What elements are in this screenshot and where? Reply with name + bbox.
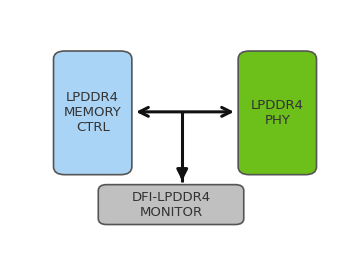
FancyBboxPatch shape — [98, 185, 244, 225]
Text: LPDDR4
MEMORY
CTRL: LPDDR4 MEMORY CTRL — [64, 91, 122, 134]
FancyBboxPatch shape — [53, 51, 132, 175]
FancyBboxPatch shape — [238, 51, 317, 175]
Text: LPDDR4
PHY: LPDDR4 PHY — [251, 99, 304, 127]
Text: DFI-LPDDR4
MONITOR: DFI-LPDDR4 MONITOR — [131, 191, 210, 219]
